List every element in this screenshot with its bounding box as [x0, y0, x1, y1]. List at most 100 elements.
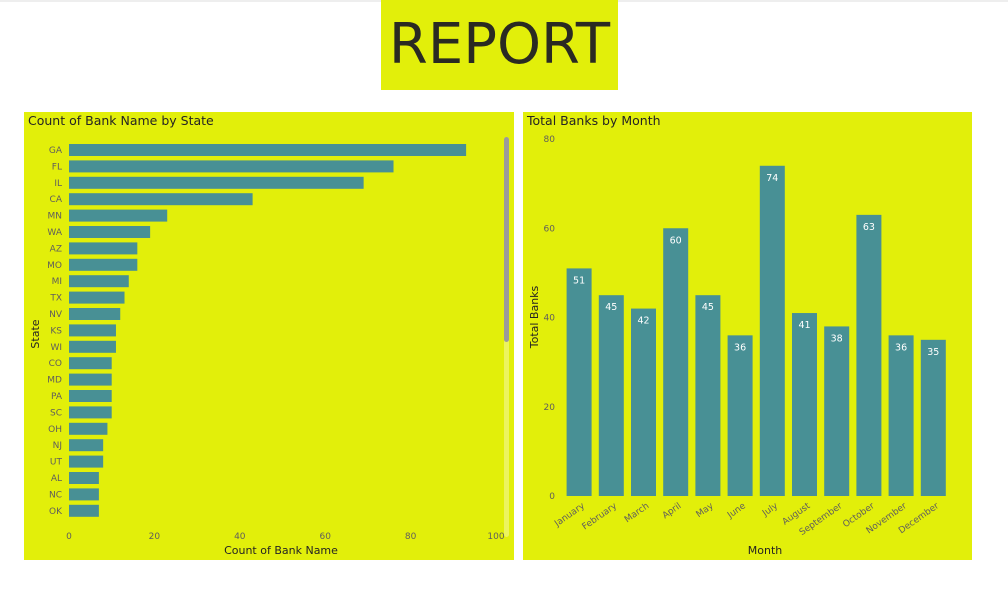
state-tick-label: FL	[52, 162, 62, 172]
month-bar	[824, 326, 850, 496]
x-tick-label: 60	[319, 532, 331, 542]
state-bar	[69, 226, 151, 238]
month-chart-panel[interactable]: Total Banks by Month 0 20 40 60 80 51 January 4…	[523, 112, 972, 560]
state-tick-label: AL	[51, 474, 62, 484]
month-bar	[759, 165, 785, 496]
state-tick-label: MD	[47, 376, 62, 386]
state-tick-label: CA	[50, 195, 63, 205]
month-bar	[598, 295, 624, 496]
state-bar	[69, 275, 129, 288]
data-label: 35	[927, 347, 939, 358]
state-tick-label: MO	[47, 261, 62, 271]
data-label: 74	[766, 173, 778, 184]
state-tick-label: NV	[49, 310, 63, 320]
month-bar	[727, 335, 753, 496]
state-tick-label: OK	[49, 507, 63, 517]
state-tick-label: SC	[50, 408, 62, 418]
x-tick-label: 20	[149, 532, 161, 542]
data-label: 36	[895, 342, 907, 353]
state-bar	[69, 258, 138, 271]
state-tick-label: AZ	[50, 244, 62, 254]
state-bar-chart: GA FL IL CA MN WA AZ MO MI TX NV KS WI CO MD PA SC OH NJ UT…	[29, 144, 505, 557]
state-bar	[69, 160, 394, 173]
state-tick-label: UT	[50, 458, 63, 468]
state-bar	[69, 242, 138, 255]
month-tick-label: May	[695, 501, 717, 520]
x-axis-title: Month	[748, 544, 783, 557]
y-tick-label: 80	[544, 135, 556, 145]
state-bar	[69, 357, 112, 370]
state-tick-label: MI	[52, 277, 62, 287]
state-bar	[69, 488, 99, 501]
data-label: 45	[702, 302, 714, 313]
month-bar-chart: 02040608051January45February42March60Apr…	[528, 135, 946, 557]
state-tick-label: WA	[47, 228, 62, 238]
state-tick-label: OH	[48, 425, 62, 435]
y-axis-title: Total Banks	[528, 285, 541, 349]
month-tick-label: February	[581, 501, 620, 532]
x-tick-label: 80	[405, 532, 417, 542]
data-label: 51	[573, 275, 585, 286]
x-tick-label: 40	[234, 532, 246, 542]
month-bar	[695, 295, 721, 496]
state-tick-label: TX	[49, 294, 62, 304]
month-bar	[631, 308, 656, 496]
state-bar	[69, 439, 104, 452]
state-bar	[69, 291, 125, 304]
report-title-box: REPORT	[381, 0, 618, 90]
state-bar	[69, 455, 104, 468]
state-bar	[69, 373, 112, 386]
month-bar	[663, 228, 689, 496]
month-bar	[856, 214, 882, 497]
state-bar	[69, 324, 116, 337]
state-chart-title: Count of Bank Name by State	[28, 113, 214, 128]
state-bar	[69, 176, 364, 189]
y-tick-label: 40	[544, 314, 556, 324]
data-label: 36	[734, 342, 746, 353]
state-chart-panel[interactable]: Count of Bank Name by State GA FL IL CA MN WA…	[24, 112, 514, 560]
report-title: REPORT	[388, 12, 611, 77]
state-tick-label: PA	[51, 392, 63, 402]
state-chart-scrollbar-thumb[interactable]	[504, 137, 509, 342]
state-bar	[69, 144, 467, 156]
y-axis-title: State	[29, 319, 42, 348]
month-chart-title: Total Banks by Month	[527, 113, 661, 128]
x-axis-title: Count of Bank Name	[224, 544, 338, 557]
state-tick-label: NJ	[53, 441, 62, 451]
month-bar	[566, 268, 592, 496]
state-bar	[69, 390, 112, 402]
state-bar	[69, 193, 253, 206]
state-tick-label: KS	[50, 326, 62, 336]
y-tick-label: 0	[549, 492, 555, 502]
y-tick-label: 20	[544, 403, 556, 413]
state-bar	[69, 406, 112, 419]
state-tick-label: WI	[50, 343, 62, 353]
month-bar	[888, 335, 914, 496]
data-label: 45	[605, 302, 617, 313]
data-label: 63	[863, 222, 875, 233]
state-tick-label: CO	[49, 359, 62, 369]
data-label: 41	[798, 320, 810, 331]
month-bar	[792, 313, 817, 496]
data-label: 60	[670, 235, 682, 246]
state-bar	[69, 209, 168, 222]
state-bar	[69, 504, 99, 517]
state-bar	[69, 472, 99, 484]
state-bar	[69, 422, 108, 435]
data-label: 42	[637, 316, 649, 327]
data-label: 38	[831, 333, 843, 344]
month-tick-label: June	[725, 501, 748, 521]
x-tick-label: 0	[66, 532, 72, 542]
x-tick-label: 100	[487, 532, 504, 542]
y-tick-label: 60	[544, 224, 556, 234]
month-tick-label: April	[661, 501, 684, 521]
state-tick-label: MN	[48, 212, 63, 222]
state-tick-label: IL	[54, 179, 62, 189]
state-tick-label: NC	[49, 490, 62, 500]
month-tick-label: March	[623, 501, 651, 525]
month-bar	[920, 339, 946, 496]
state-bar	[69, 308, 121, 320]
state-bar	[69, 340, 116, 353]
month-tick-label: July	[760, 501, 780, 519]
state-tick-label: GA	[49, 146, 63, 156]
